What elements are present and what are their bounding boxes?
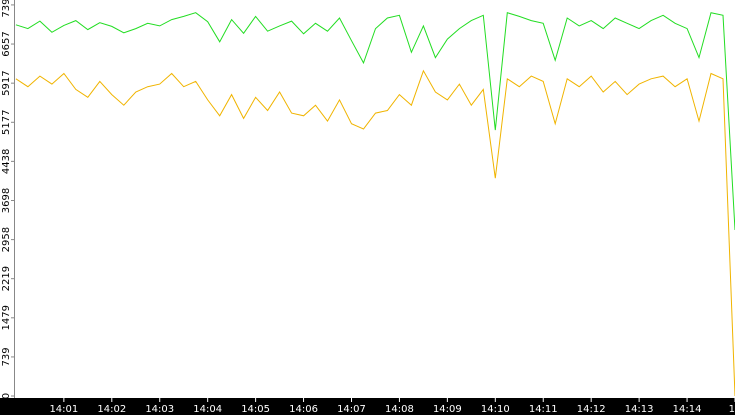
x-tick-label: 14:05 <box>241 404 270 415</box>
y-tick-label: 5177 <box>1 110 12 135</box>
x-tick-label: 14:11 <box>529 404 558 415</box>
y-tick-label: 7397 <box>1 0 12 18</box>
series-line <box>15 69 735 397</box>
x-tick-label: 14:03 <box>145 404 174 415</box>
x-tick-label: 14:07 <box>337 404 366 415</box>
y-tick-label: 0 <box>1 393 12 399</box>
y-tick-label: 1479 <box>1 305 12 330</box>
x-tick-label: 14:10 <box>481 404 510 415</box>
y-tick-label: 6657 <box>1 31 12 56</box>
x-tick-label: 14:08 <box>385 404 414 415</box>
y-tick-label: 3698 <box>1 188 12 213</box>
x-tick-label: 14:09 <box>433 404 462 415</box>
x-tick-label: 14 <box>729 404 735 415</box>
y-tick-label: 5917 <box>1 70 12 95</box>
x-tick-label: 14:12 <box>577 404 606 415</box>
y-tick-label: 2219 <box>1 266 12 291</box>
x-tick-label: 14:01 <box>49 404 78 415</box>
x-tick-label: 14:13 <box>625 404 654 415</box>
y-tick-label: 4438 <box>1 149 12 174</box>
x-tick-label: 14:06 <box>289 404 318 415</box>
series-line <box>15 12 735 231</box>
x-tick-label: 14:14 <box>673 404 702 415</box>
y-tick-label: 739 <box>1 347 12 366</box>
x-tick-label: 14:02 <box>97 404 126 415</box>
x-tick-label: 14:04 <box>193 404 222 415</box>
y-tick-label: 2958 <box>1 227 12 252</box>
x-axis-band <box>0 398 735 415</box>
